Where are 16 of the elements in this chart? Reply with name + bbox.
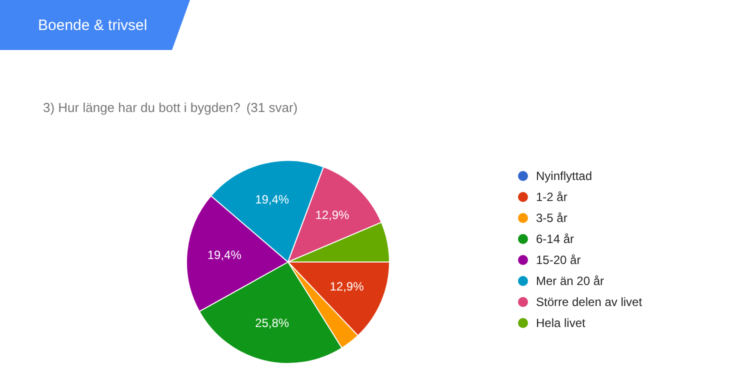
legend-label: 1-2 år (536, 190, 568, 204)
legend-label: 6-14 år (536, 232, 574, 246)
legend-label: 15-20 år (536, 252, 581, 266)
legend-label: 3-5 år (536, 210, 568, 224)
data-label: 12,9% (330, 280, 364, 294)
data-label: 25,8% (255, 316, 290, 330)
text: Boende & trivsel (38, 17, 148, 34)
data-label: 19,4% (207, 248, 242, 262)
chart-subtitle: (31 svar) (246, 100, 298, 115)
data-label: 12,9% (315, 208, 350, 222)
chart-title: 3) Hur länge har du bott i bygden? (43, 100, 240, 115)
legend-label: Nyinflyttad (536, 168, 592, 182)
legend-label: Hela livet (536, 316, 586, 330)
data-label: 19,4% (255, 192, 290, 206)
legend-label: Större delen av livet (536, 294, 642, 308)
legend-label: Mer än 20 år (536, 274, 604, 288)
